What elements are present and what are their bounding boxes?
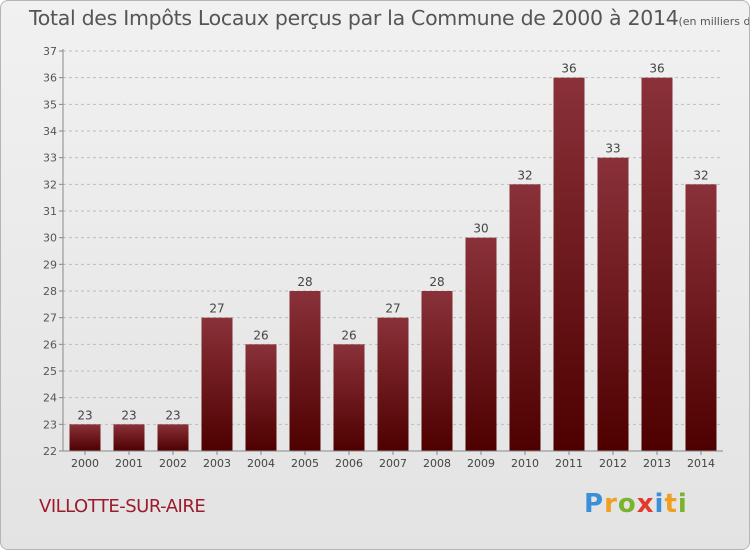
data-label-2006: 26 [341, 328, 356, 342]
y-tick-label-36: 36 [43, 72, 57, 85]
x-tick-label-2006: 2006 [335, 457, 363, 470]
bar-2005 [289, 291, 321, 451]
bar-2012 [597, 157, 629, 451]
y-tick-label-27: 27 [43, 312, 57, 325]
data-label-2002: 23 [165, 408, 180, 422]
bar-2000 [69, 424, 101, 451]
bars [69, 77, 717, 452]
y-tick-label-23: 23 [43, 418, 57, 431]
data-label-2003: 27 [209, 302, 224, 316]
x-tick-label-2003: 2003 [203, 457, 231, 470]
chart-title: Total des Impôts Locaux perçus par la Co… [29, 6, 750, 30]
y-tick-label-33: 33 [43, 152, 57, 165]
data-label-2011: 36 [561, 62, 576, 76]
y-tick-label-22: 22 [43, 445, 57, 458]
bar-2013 [641, 77, 673, 452]
data-label-2014: 32 [693, 168, 708, 182]
y-tick-label-24: 24 [43, 392, 57, 405]
data-label-2005: 28 [297, 275, 312, 289]
y-tick-label-35: 35 [43, 98, 57, 111]
x-tick-label-2000: 2000 [71, 457, 99, 470]
x-tick-label-2011: 2011 [555, 457, 583, 470]
data-label-2012: 33 [605, 142, 620, 156]
chart-title-unit: (en milliers d'€) [678, 15, 750, 28]
bar-2010 [509, 184, 541, 452]
y-tick-label-32: 32 [43, 178, 57, 191]
y-tick-label-37: 37 [43, 45, 57, 58]
y-tick-label-34: 34 [43, 125, 57, 138]
data-label-2004: 26 [253, 328, 268, 342]
bar-2008 [421, 291, 453, 451]
bar-2011 [553, 77, 585, 452]
data-labels: 23 23 23 27 26 28 26 27 28 30 32 36 33 36 32 [77, 62, 708, 423]
x-tick-label-2001: 2001 [115, 457, 143, 470]
x-tick-label-2008: 2008 [423, 457, 451, 470]
data-label-2009: 30 [473, 222, 488, 236]
y-tick-label-26: 26 [43, 338, 57, 351]
y-tick-label-28: 28 [43, 285, 57, 298]
y-tick-label-25: 25 [43, 365, 57, 378]
x-tick-label-2009: 2009 [467, 457, 495, 470]
y-tick-label-29: 29 [43, 258, 57, 271]
bar-2002 [157, 424, 189, 451]
x-tick-label-2012: 2012 [599, 457, 627, 470]
bar-2009 [465, 237, 497, 451]
y-axis: 22 23 24 25 26 27 28 29 30 31 32 33 34 35 36 37 [43, 45, 63, 458]
data-label-2013: 36 [649, 62, 664, 76]
commune-name: VILLOTTE-SUR-AIRE [39, 496, 206, 517]
chart-title-text: Total des Impôts Locaux perçus par la Co… [29, 6, 679, 30]
x-tick-label-2013: 2013 [643, 457, 671, 470]
x-axis: 2000 2001 2002 2003 2004 2005 2006 2007 2008 2009… [71, 451, 715, 470]
bar-2003 [201, 317, 233, 451]
bar-2006 [333, 344, 365, 451]
x-tick-label-2014: 2014 [687, 457, 715, 470]
x-tick-label-2010: 2010 [511, 457, 539, 470]
data-label-2001: 23 [121, 408, 136, 422]
bar-2014 [685, 184, 717, 452]
y-tick-label-31: 31 [43, 205, 57, 218]
x-tick-label-2002: 2002 [159, 457, 187, 470]
data-label-2000: 23 [77, 408, 92, 422]
x-tick-label-2005: 2005 [291, 457, 319, 470]
x-tick-label-2007: 2007 [379, 457, 407, 470]
bar-2007 [377, 317, 409, 451]
proxiti-logo: Proxiti [584, 489, 688, 519]
data-label-2010: 32 [517, 168, 532, 182]
data-label-2007: 27 [385, 302, 400, 316]
data-label-2008: 28 [429, 275, 444, 289]
y-tick-label-30: 30 [43, 232, 57, 245]
bar-2004 [245, 344, 277, 451]
x-tick-label-2004: 2004 [247, 457, 275, 470]
bar-2001 [113, 424, 145, 451]
